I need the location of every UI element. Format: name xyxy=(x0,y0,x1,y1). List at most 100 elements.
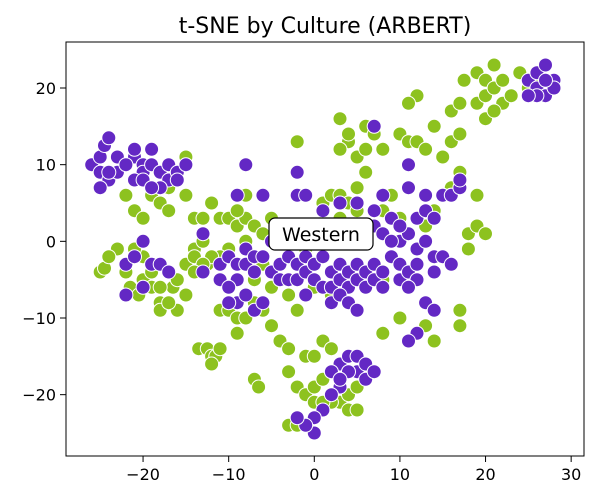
data-point xyxy=(101,164,117,180)
data-point xyxy=(435,149,451,165)
data-point xyxy=(323,387,339,403)
x-tick-label: −20 xyxy=(126,465,160,484)
data-point xyxy=(127,249,142,265)
data-point xyxy=(161,264,177,280)
annotation-label: Western xyxy=(282,224,360,246)
data-point xyxy=(323,341,339,357)
data-point xyxy=(401,279,416,295)
data-point xyxy=(127,141,142,157)
data-point xyxy=(366,203,382,219)
data-point xyxy=(161,203,177,219)
data-point xyxy=(204,356,220,372)
data-point xyxy=(178,187,194,203)
annotation: Western xyxy=(268,217,374,251)
data-point xyxy=(118,157,134,173)
data-point xyxy=(452,318,468,334)
data-point xyxy=(255,249,271,265)
data-point xyxy=(135,210,151,226)
data-point xyxy=(195,226,211,242)
data-point xyxy=(383,233,399,249)
data-point xyxy=(178,287,194,303)
data-point xyxy=(298,187,314,203)
data-point xyxy=(315,203,331,219)
x-tick-label: 30 xyxy=(561,465,581,484)
data-point xyxy=(195,264,211,280)
data-point xyxy=(418,233,434,249)
data-point xyxy=(358,141,374,157)
data-point xyxy=(101,130,117,146)
data-point xyxy=(426,333,442,349)
data-point xyxy=(486,57,502,73)
data-point xyxy=(264,318,279,334)
data-point xyxy=(486,103,502,119)
data-point xyxy=(289,410,305,426)
data-point xyxy=(306,348,322,364)
y-tick-label: −20 xyxy=(22,386,56,405)
data-point xyxy=(118,287,134,303)
data-point xyxy=(281,341,297,357)
data-point xyxy=(392,310,408,326)
x-tick-label: 10 xyxy=(390,465,410,484)
data-point xyxy=(392,218,408,234)
data-point xyxy=(152,279,168,295)
data-point xyxy=(375,279,391,295)
data-point xyxy=(229,187,245,203)
data-point xyxy=(315,249,331,265)
data-point xyxy=(238,157,254,173)
data-point xyxy=(375,325,391,341)
data-point xyxy=(452,172,468,188)
data-point xyxy=(469,187,485,203)
data-point xyxy=(289,302,305,318)
y-axis: −20 −10 0 10 20 xyxy=(22,79,66,405)
data-point xyxy=(255,295,271,311)
data-point xyxy=(281,287,297,303)
data-point xyxy=(426,118,442,134)
data-point xyxy=(212,341,228,357)
data-point xyxy=(144,180,160,196)
data-point xyxy=(495,72,511,88)
data-point xyxy=(101,249,117,265)
data-point xyxy=(341,126,356,142)
data-point xyxy=(366,118,382,134)
data-point xyxy=(456,72,472,88)
data-point xyxy=(332,195,348,211)
data-point xyxy=(195,210,211,226)
data-point xyxy=(366,364,382,380)
data-point xyxy=(418,187,434,203)
data-point xyxy=(289,164,305,180)
data-point xyxy=(358,164,374,180)
data-point xyxy=(418,141,434,157)
data-point xyxy=(229,325,245,341)
x-tick-label: −10 xyxy=(212,465,246,484)
data-point xyxy=(401,180,416,196)
data-point xyxy=(161,295,177,311)
data-point xyxy=(375,187,391,203)
data-point xyxy=(409,256,425,272)
data-point xyxy=(401,95,416,111)
x-tick-label: 20 xyxy=(475,465,495,484)
data-point xyxy=(452,302,468,318)
data-point xyxy=(349,302,365,318)
data-point xyxy=(118,187,134,203)
data-point xyxy=(289,134,305,150)
data-point xyxy=(221,279,237,295)
data-point xyxy=(238,287,254,303)
data-point xyxy=(538,57,553,73)
data-point xyxy=(401,333,416,349)
data-point xyxy=(349,402,365,418)
data-point xyxy=(443,256,459,272)
data-point xyxy=(135,233,151,249)
y-tick-label: −10 xyxy=(22,309,56,328)
x-axis: −20 −10 0 10 20 30 xyxy=(126,456,581,484)
data-point xyxy=(520,88,536,104)
data-point xyxy=(246,264,262,280)
y-tick-label: 10 xyxy=(36,156,56,175)
data-point xyxy=(92,180,108,196)
data-point xyxy=(460,241,476,257)
data-point xyxy=(204,195,220,211)
data-point xyxy=(401,157,416,173)
chart-title: t-SNE by Culture (ARBERT) xyxy=(179,14,472,39)
data-point xyxy=(135,279,151,295)
data-point xyxy=(375,264,391,280)
